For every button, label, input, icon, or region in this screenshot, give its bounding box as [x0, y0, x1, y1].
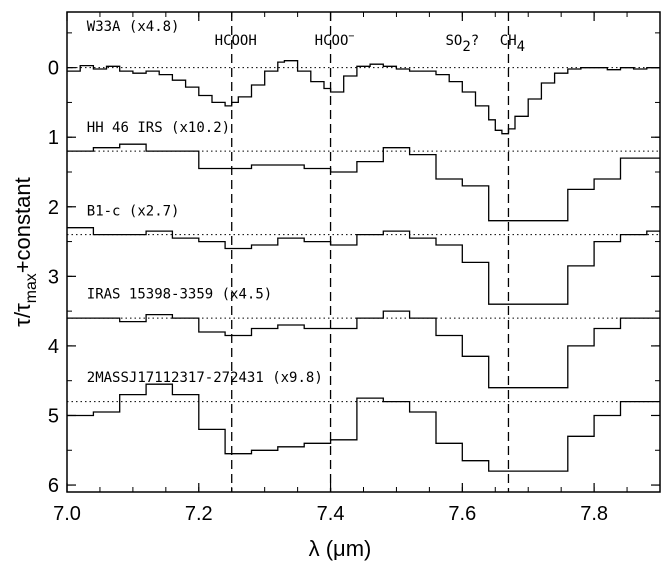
x-axis-title: λ (μm) [309, 536, 372, 561]
so2-annotation: SO2? [445, 33, 479, 55]
x-tick-label: 7.2 [185, 503, 213, 525]
x-tick-label: 7.8 [580, 503, 608, 525]
x-tick-label: 7.6 [448, 503, 476, 525]
series-label: 2MASSJ17112317-272431 (x9.8) [87, 370, 323, 386]
x-tick-label: 7.0 [53, 503, 81, 525]
series-line-0 [67, 60, 660, 135]
y-tick-label: 6 [48, 475, 59, 497]
y-axis-title-main: τ/τ [10, 303, 35, 327]
series-label: HH 46 IRS (x10.2) [87, 120, 230, 136]
series-line-2 [67, 227, 660, 305]
y-axis-title-tail: +constant [10, 177, 35, 273]
feature-marker-label: HCOO− [315, 31, 355, 49]
series-label: B1-c (x2.7) [87, 203, 180, 219]
y-axis-title: τ/τmax+constant [10, 177, 40, 326]
x-tick-label: 7.4 [317, 503, 345, 525]
series-label: IRAS 15398-3359 (x4.5) [87, 287, 272, 303]
y-tick-label: 4 [48, 336, 59, 358]
series-line-4 [67, 383, 660, 472]
series-line-3 [67, 310, 660, 389]
y-tick-label: 0 [48, 58, 59, 80]
y-tick-label: 5 [48, 405, 59, 427]
plot-frame [66, 11, 661, 493]
y-tick-label: 1 [48, 127, 59, 149]
y-tick-label: 3 [48, 266, 59, 288]
y-tick-label: 2 [48, 197, 59, 219]
y-axis-title-sub: max [23, 273, 40, 303]
series-line-1 [67, 143, 660, 222]
feature-marker-label: HCOOH [215, 33, 257, 49]
feature-marker-label: CH4 [500, 33, 525, 55]
series-label: W33A (x4.8) [87, 19, 180, 35]
